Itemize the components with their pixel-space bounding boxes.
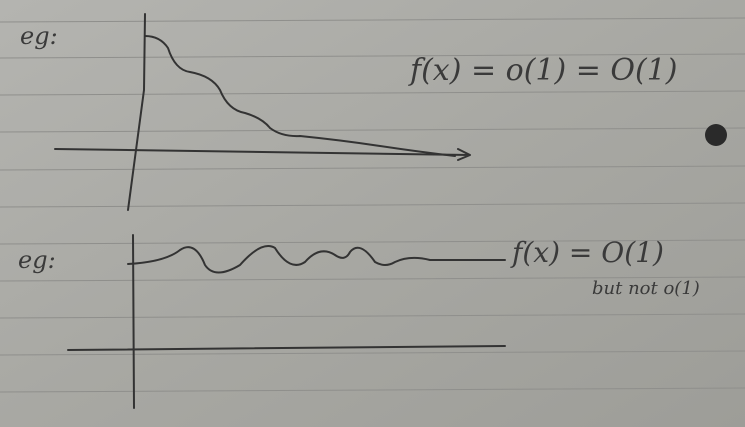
notebook-photo: eg: f(x) = o(1) = O(1) eg: f(x) = O(1) b…	[0, 0, 745, 427]
punch-hole	[705, 124, 727, 146]
statement: f(x) = o(1) = O(1)	[408, 53, 678, 88]
y-axis	[133, 235, 134, 408]
example-label: eg:	[18, 246, 56, 274]
remark: but not o(1)	[592, 278, 700, 299]
example-label: eg:	[20, 22, 58, 50]
statement: f(x) = O(1)	[510, 236, 664, 269]
